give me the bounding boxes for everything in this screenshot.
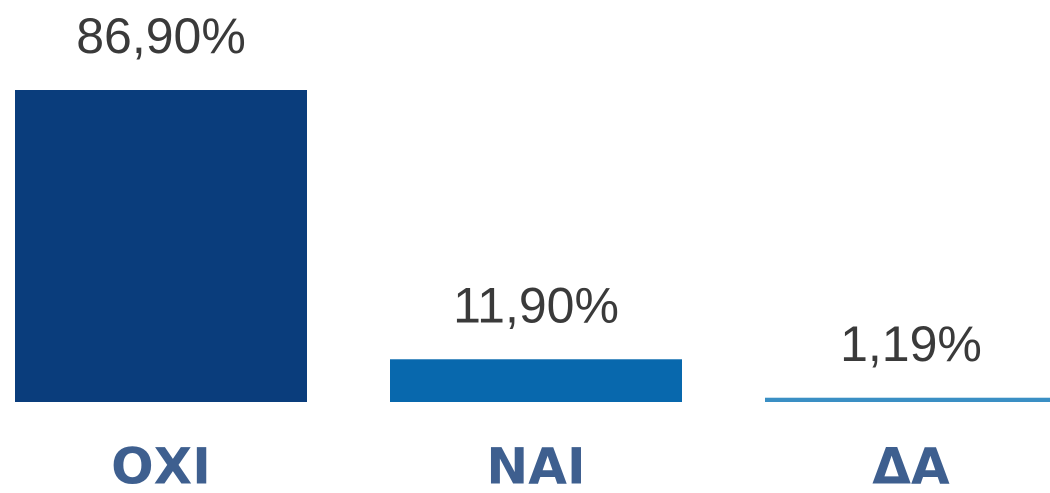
bar bbox=[15, 90, 307, 402]
value-label: 1,19% bbox=[840, 316, 982, 372]
category-label: ΟΧΙ bbox=[111, 438, 211, 493]
category-label: ΔΑ bbox=[872, 438, 950, 493]
category-label: ΝΑΙ bbox=[486, 438, 585, 493]
bar bbox=[765, 397, 1050, 402]
value-label: 11,90% bbox=[453, 277, 619, 333]
bar bbox=[390, 359, 682, 402]
value-label: 86,90% bbox=[76, 8, 246, 64]
